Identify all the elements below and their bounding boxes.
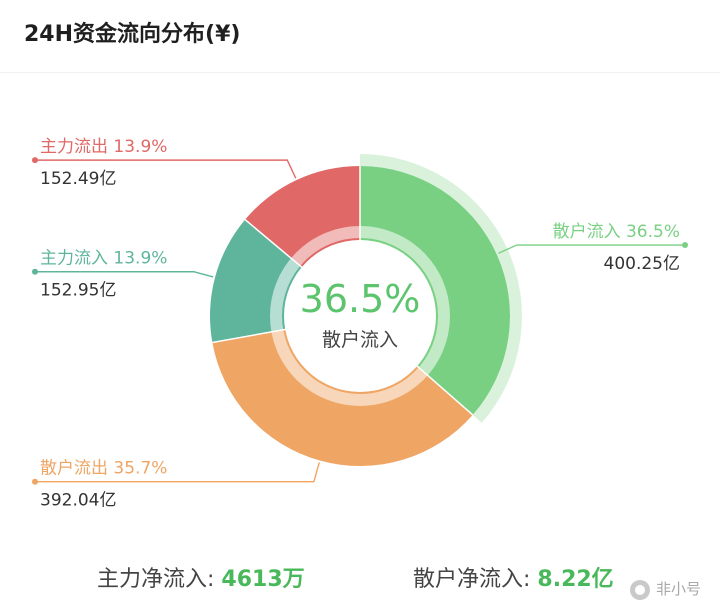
center-value: 36.5% xyxy=(300,277,421,321)
slice-label-1: 散户流出 35.7% xyxy=(40,459,167,479)
leader-line-1 xyxy=(35,462,320,483)
leader-line-0 xyxy=(498,244,685,254)
watermark-text: 非小号 xyxy=(656,580,702,598)
slice-label-2: 主力流入 13.9% xyxy=(40,249,167,269)
center-label: 散户流入 xyxy=(322,329,398,351)
slice-percent-1: 35.7% xyxy=(113,459,167,479)
leader-line-2 xyxy=(35,271,214,278)
slice-label-0: 散户流入 36.5% xyxy=(553,222,680,242)
donut-hole xyxy=(284,240,436,392)
watermark-logo-icon xyxy=(630,579,650,600)
slice-name-0: 散户流入 xyxy=(553,222,626,242)
leader-dot-1 xyxy=(32,478,38,485)
title-divider xyxy=(0,72,720,73)
main-net-inflow-value: 4613万 xyxy=(221,567,305,592)
chart-title: 24H资金流向分布(¥) xyxy=(24,22,241,47)
slice-label-3: 主力流出 13.9% xyxy=(40,137,167,157)
slice-name-1: 散户流出 xyxy=(40,459,113,479)
slice-percent-0: 36.5% xyxy=(626,222,680,242)
slice-percent-2: 13.9% xyxy=(113,249,167,269)
leader-dot-0 xyxy=(682,242,688,249)
main-net-inflow: 主力净流入: 4613万 xyxy=(97,561,305,593)
retail-net-inflow-value: 8.22亿 xyxy=(537,567,614,592)
leader-dot-3 xyxy=(32,157,38,164)
slice-value-0: 400.25亿 xyxy=(604,254,680,274)
slice-value-1: 392.04亿 xyxy=(40,491,116,511)
retail-net-inflow: 散户净流入: 8.22亿 xyxy=(413,561,614,593)
main-net-inflow-label: 主力净流入: xyxy=(97,567,222,592)
retail-net-inflow-label: 散户净流入: xyxy=(413,567,538,592)
slice-name-3: 主力流出 xyxy=(40,137,113,157)
slice-value-2: 152.95亿 xyxy=(40,281,116,301)
leader-dot-2 xyxy=(32,268,38,275)
leader-line-3 xyxy=(35,159,297,179)
highlight-halo xyxy=(360,154,523,423)
slice-name-2: 主力流入 xyxy=(40,249,113,269)
slice-percent-3: 13.9% xyxy=(113,137,167,157)
watermark: 非小号 xyxy=(630,578,701,600)
slice-value-3: 152.49亿 xyxy=(40,169,116,189)
inner-ring xyxy=(270,226,450,406)
